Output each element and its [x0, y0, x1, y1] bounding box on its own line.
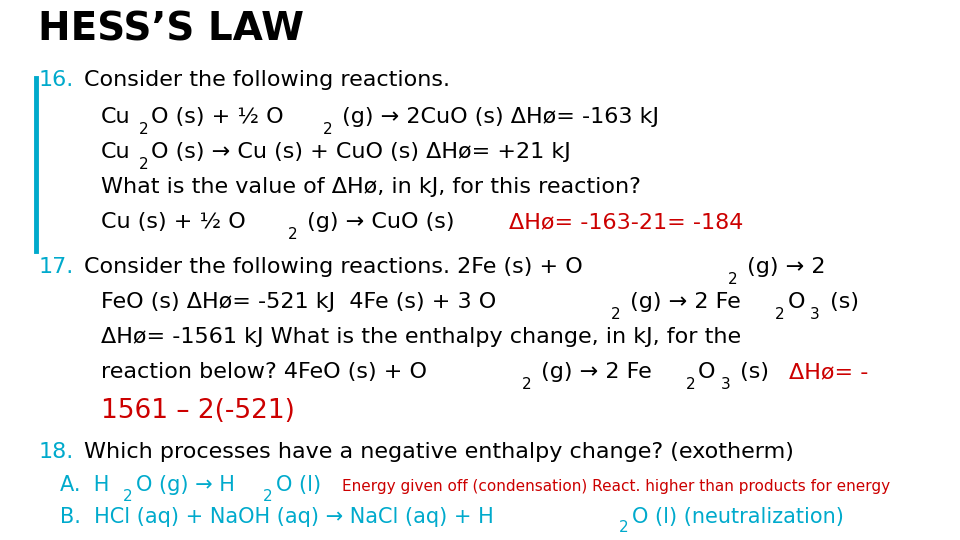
Text: 2: 2	[263, 489, 273, 504]
Text: FeO (s) ΔHø= -521 kJ  4Fe (s) + 3 O: FeO (s) ΔHø= -521 kJ 4Fe (s) + 3 O	[101, 292, 496, 312]
Text: O: O	[698, 362, 716, 382]
Text: 1561 – 2(-521): 1561 – 2(-521)	[101, 399, 295, 424]
Text: Energy given off (condensation) React. higher than products for energy: Energy given off (condensation) React. h…	[343, 480, 891, 495]
Text: 2: 2	[123, 489, 132, 504]
Text: A.  H: A. H	[60, 475, 108, 495]
Text: O: O	[787, 292, 805, 312]
Text: 2: 2	[521, 377, 531, 392]
Text: 2: 2	[611, 307, 620, 322]
Text: O (l) (neutralization): O (l) (neutralization)	[632, 507, 844, 526]
Text: Cu: Cu	[101, 142, 131, 162]
Text: 17.: 17.	[38, 256, 74, 276]
Text: O (s) → Cu (s) + CuO (s) ΔHø= +21 kJ: O (s) → Cu (s) + CuO (s) ΔHø= +21 kJ	[152, 142, 571, 162]
Text: 2: 2	[685, 377, 695, 392]
Text: 2: 2	[775, 307, 784, 322]
Text: 2: 2	[728, 272, 737, 287]
Text: ΔHø= -163-21= -184: ΔHø= -163-21= -184	[509, 212, 743, 232]
Text: O (s) + ½ O: O (s) + ½ O	[152, 107, 284, 127]
Text: Cu (s) + ½ O: Cu (s) + ½ O	[101, 212, 246, 232]
Text: Which processes have a negative enthalpy change? (exotherm): Which processes have a negative enthalpy…	[84, 442, 794, 462]
Text: HESS’S LAW: HESS’S LAW	[38, 10, 304, 49]
Text: 2: 2	[323, 122, 332, 137]
Text: 2: 2	[139, 122, 149, 137]
Text: 3: 3	[810, 307, 820, 322]
Text: reaction below? 4FeO (s) + O: reaction below? 4FeO (s) + O	[101, 362, 427, 382]
Text: O (g) → H: O (g) → H	[135, 475, 234, 495]
Text: Cu: Cu	[101, 107, 131, 127]
Text: 18.: 18.	[38, 442, 74, 462]
Text: 2: 2	[619, 521, 629, 536]
Text: (s): (s)	[733, 362, 777, 382]
Text: ΔHø= -1561 kJ What is the enthalpy change, in kJ, for the: ΔHø= -1561 kJ What is the enthalpy chang…	[101, 327, 741, 347]
Text: 3: 3	[721, 377, 731, 392]
Text: O (l): O (l)	[276, 475, 327, 495]
Text: (g) → 2: (g) → 2	[740, 256, 826, 276]
Text: B.  HCl (aq) + NaOH (aq) → NaCl (aq) + H: B. HCl (aq) + NaOH (aq) → NaCl (aq) + H	[60, 507, 493, 526]
Text: Consider the following reactions.: Consider the following reactions.	[84, 70, 450, 90]
Text: (g) → 2 Fe: (g) → 2 Fe	[534, 362, 652, 382]
Text: ΔHø= -: ΔHø= -	[789, 362, 869, 382]
Text: 2: 2	[288, 227, 298, 242]
Text: Consider the following reactions. 2Fe (s) + O: Consider the following reactions. 2Fe (s…	[84, 256, 583, 276]
Text: What is the value of ΔHø, in kJ, for this reaction?: What is the value of ΔHø, in kJ, for thi…	[101, 177, 640, 197]
Text: 16.: 16.	[38, 70, 74, 90]
Text: (g) → CuO (s): (g) → CuO (s)	[300, 212, 462, 232]
Text: (s): (s)	[823, 292, 859, 312]
Text: (g) → 2 Fe: (g) → 2 Fe	[623, 292, 741, 312]
Text: (g) → 2CuO (s) ΔHø= -163 kJ: (g) → 2CuO (s) ΔHø= -163 kJ	[335, 107, 659, 127]
Text: 2: 2	[139, 157, 149, 172]
